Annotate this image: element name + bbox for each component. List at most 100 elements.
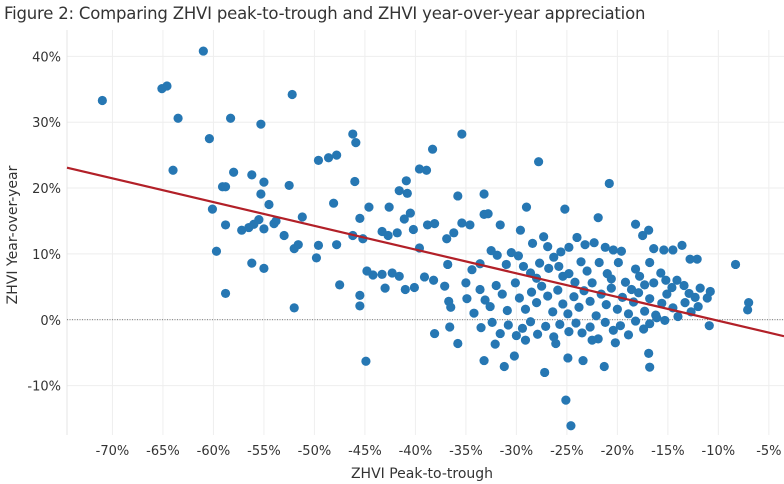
data-point: [509, 351, 519, 361]
data-point: [541, 321, 551, 331]
data-point: [97, 95, 107, 106]
data-point: [502, 305, 512, 316]
data-point: [401, 176, 411, 186]
data-point: [591, 311, 601, 321]
y-tick-label: 40%: [32, 50, 61, 65]
grid-lines: [66, 30, 784, 435]
x-tick-label: -45%: [348, 444, 382, 459]
data-point: [479, 189, 489, 199]
data-point: [630, 316, 641, 326]
x-tick-label: -20%: [601, 444, 635, 459]
data-point: [606, 274, 616, 284]
data-point: [555, 319, 565, 329]
data-point: [503, 320, 513, 330]
data-point: [644, 348, 654, 358]
data-point: [616, 246, 627, 256]
data-point: [514, 293, 525, 303]
data-point: [639, 324, 649, 334]
data-point: [600, 317, 610, 327]
y-tick-label: 0%: [40, 314, 61, 329]
data-point: [479, 355, 489, 366]
data-point: [211, 246, 222, 256]
data-point: [540, 367, 550, 378]
data-point: [657, 298, 667, 308]
data-point: [535, 258, 545, 268]
x-tick-label: -30%: [500, 444, 534, 459]
data-point: [659, 245, 669, 255]
data-point: [615, 321, 626, 331]
data-point: [577, 328, 587, 338]
data-point: [449, 228, 459, 238]
data-point: [585, 296, 595, 306]
data-point: [566, 421, 576, 431]
data-point: [497, 289, 507, 299]
data-point: [531, 298, 542, 308]
data-point: [311, 253, 322, 263]
data-point: [351, 138, 361, 148]
data-point: [525, 317, 536, 327]
data-point: [462, 294, 472, 304]
data-point: [667, 282, 677, 293]
data-point: [490, 339, 500, 349]
data-point: [668, 245, 678, 255]
data-point: [220, 220, 231, 230]
x-tick-label: -50%: [298, 444, 332, 459]
data-point: [560, 204, 570, 214]
data-point: [264, 199, 274, 210]
data-point: [173, 113, 183, 123]
data-point: [672, 275, 682, 285]
data-point: [518, 261, 529, 272]
data-point: [601, 300, 611, 310]
x-tick-label: -10%: [702, 444, 736, 459]
data-point: [259, 263, 269, 273]
data-point: [593, 213, 603, 223]
x-tick-label: -15%: [651, 444, 685, 459]
data-point: [600, 242, 610, 252]
data-point: [574, 302, 584, 312]
data-point: [289, 303, 299, 313]
trend-line: [66, 166, 784, 338]
data-point: [548, 307, 558, 317]
data-point: [692, 254, 702, 264]
data-point: [520, 304, 531, 314]
data-point: [645, 362, 655, 372]
data-point: [679, 280, 689, 291]
data-point: [580, 240, 590, 250]
data-point: [630, 219, 641, 229]
data-point: [475, 284, 485, 295]
data-point: [162, 81, 172, 91]
data-point: [633, 288, 644, 298]
data-point: [589, 238, 599, 248]
data-point: [543, 291, 553, 301]
data-point: [402, 188, 412, 198]
data-point: [569, 292, 579, 302]
data-point: [387, 268, 397, 278]
data-point: [626, 284, 637, 295]
data-point: [259, 224, 269, 234]
data-point: [313, 240, 324, 250]
data-point: [457, 129, 467, 139]
data-points: [97, 46, 754, 431]
data-point: [685, 254, 695, 264]
data-point: [400, 284, 410, 295]
data-point: [483, 209, 493, 219]
data-point: [284, 180, 294, 191]
data-point: [225, 113, 236, 123]
data-point: [244, 222, 254, 233]
data-point: [511, 330, 521, 341]
data-point: [623, 309, 634, 319]
data-point: [492, 250, 502, 260]
data-point: [429, 328, 440, 339]
data-point: [561, 395, 571, 405]
data-point: [428, 275, 439, 285]
data-point: [730, 259, 741, 270]
data-point: [335, 280, 345, 290]
data-point: [661, 275, 671, 285]
data-point: [608, 245, 618, 255]
data-point: [649, 278, 659, 288]
data-point: [313, 155, 324, 165]
data-point: [517, 323, 528, 333]
data-point: [394, 271, 404, 281]
data-point: [355, 213, 365, 223]
